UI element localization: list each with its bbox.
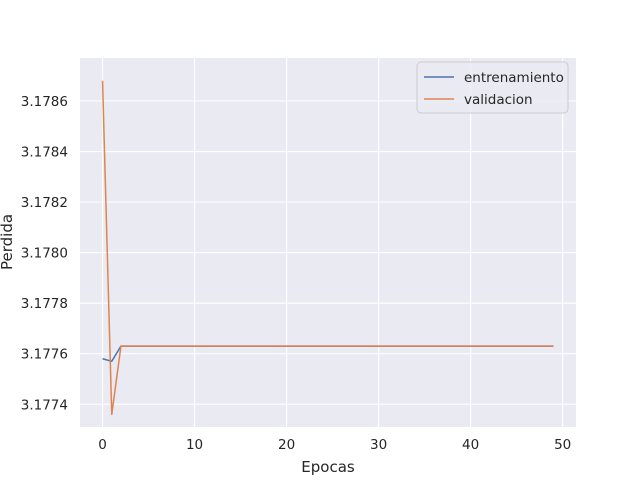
x-axis-title: Epocas [301,458,355,476]
y-tick-labels: 3.1774 3.1776 3.1778 3.1780 3.1782 3.1784 3.17… [21,94,68,413]
y-tick-label: 3.1784 [21,145,68,161]
plot-background [80,58,576,427]
legend-label-validacion: validacion [464,92,533,108]
y-axis-title: Perdida [0,214,16,270]
x-tick-label: 20 [278,437,295,453]
x-tick-labels: 0 10 20 30 40 50 [98,437,571,453]
x-tick-label: 50 [554,437,571,453]
legend-label-entrenamiento: entrenamiento [464,70,564,86]
y-tick-label: 3.1780 [21,246,68,262]
legend: entrenamiento validacion [416,61,569,114]
y-tick-label: 3.1778 [21,296,68,312]
x-tick-label: 10 [186,437,203,453]
x-gridlines [101,58,564,427]
x-tick-label: 30 [370,437,387,453]
y-gridlines [80,100,576,405]
y-tick-label: 3.1786 [21,94,68,110]
y-tick-label: 3.1774 [21,397,68,413]
x-tick-label: 0 [98,437,107,453]
series-layer [101,80,554,416]
x-tick-label: 40 [462,437,479,453]
series-line-validacion [101,80,554,416]
legend-box [416,61,569,114]
y-tick-label: 3.1782 [21,195,68,211]
y-tick-label: 3.1776 [21,347,68,363]
